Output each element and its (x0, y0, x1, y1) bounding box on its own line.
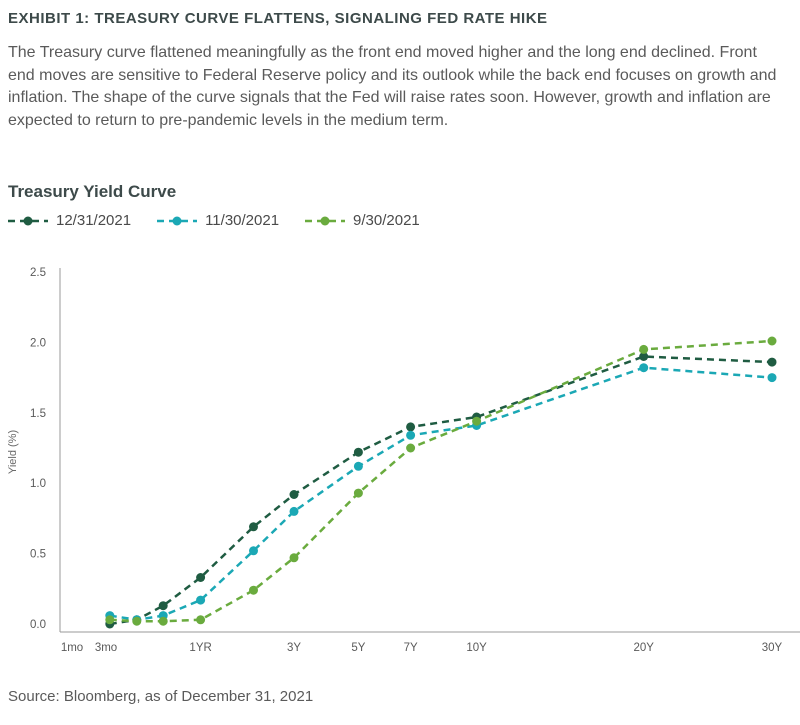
data-point-0-2Y (249, 522, 258, 532)
legend-label: 9/30/2021 (353, 212, 420, 229)
data-point-2-3Y (289, 553, 299, 563)
data-point-1-7Y (406, 430, 416, 440)
data-point-2-5Y (353, 488, 363, 498)
data-point-2-3mo (132, 616, 142, 626)
legend-marker-11-30-2021 (157, 216, 198, 225)
x-tick-label: 1mo (61, 642, 83, 654)
y-axis-title: Yield (%) (7, 430, 19, 474)
x-tick-label: 10Y (466, 642, 487, 654)
data-point-1-30Y (767, 373, 777, 383)
legend: 12/31/2021 11/30/2021 9/30/2021 (8, 212, 446, 229)
x-tick-label: 1YR (189, 642, 211, 654)
data-point-0-7Y (406, 422, 416, 432)
data-point-2-7Y (406, 443, 416, 453)
description-text: The Treasury curve flattened meaningfull… (8, 44, 777, 129)
data-point-0-5Y (353, 447, 363, 457)
data-point-0-3Y (289, 490, 299, 499)
exhibit-title: EXHIBIT 1: TREASURY CURVE FLATTENS, SIGN… (8, 10, 548, 27)
data-point-2-2Y (249, 585, 258, 595)
data-point-2-1mo (105, 615, 115, 625)
x-tick-label: 30Y (762, 642, 783, 654)
yield-curve-chart: 0.0 0.5 1.0 1.5 2.0 2.5 Yield (%) 1mo 3mo 1YR 3Y 5Y… (7, 267, 800, 654)
legend-item-9-30-2021: 9/30/2021 (305, 212, 420, 229)
data-point-1-5Y (353, 461, 363, 471)
series-line-1 (109, 366, 773, 622)
legend-item-12-31-2021: 12/31/2021 (8, 212, 131, 229)
data-point-2-30Y (767, 336, 777, 346)
legend-item-11-30-2021: 11/30/2021 (157, 212, 279, 229)
chart-title: Treasury Yield Curve (8, 182, 177, 201)
data-point-0-20Y (639, 352, 649, 361)
x-tick-label: 7Y (404, 642, 418, 654)
data-point-0-30Y (767, 357, 777, 367)
data-point-2-20Y (639, 344, 649, 354)
source-note: Source: Bloomberg, as of December 31, 20… (8, 688, 314, 705)
y-tick-label: 0.5 (30, 549, 46, 561)
data-point-1-3Y (289, 506, 299, 516)
y-tick-label: 2.0 (30, 337, 46, 349)
y-tick-label: 1.5 (30, 408, 46, 420)
data-point-2-1YR (196, 615, 206, 625)
legend-marker-9-30-2021 (305, 216, 346, 225)
data-point-1-2Y (249, 546, 258, 556)
y-tick-label: 2.5 (30, 267, 46, 279)
data-point-0-1YR (196, 573, 206, 582)
series-line-2 (109, 339, 773, 623)
data-point-1-20Y (639, 363, 649, 373)
legend-label: 12/31/2021 (56, 212, 132, 229)
series-line-0 (109, 355, 773, 626)
y-tick-label: 0.0 (30, 619, 46, 631)
data-point-2-10Y (472, 416, 482, 426)
data-point-1-1YR (196, 595, 206, 605)
x-tick-label: 3mo (95, 642, 117, 654)
legend-marker-12-31-2021 (8, 216, 48, 225)
x-tick-label: 20Y (633, 642, 654, 654)
y-tick-label: 1.0 (30, 478, 46, 490)
legend-label: 11/30/2021 (205, 212, 280, 229)
data-point-0-6mo (158, 601, 168, 611)
x-tick-label: 5Y (351, 642, 365, 654)
data-point-2-6mo (158, 616, 168, 626)
x-tick-label: 3Y (287, 642, 301, 654)
